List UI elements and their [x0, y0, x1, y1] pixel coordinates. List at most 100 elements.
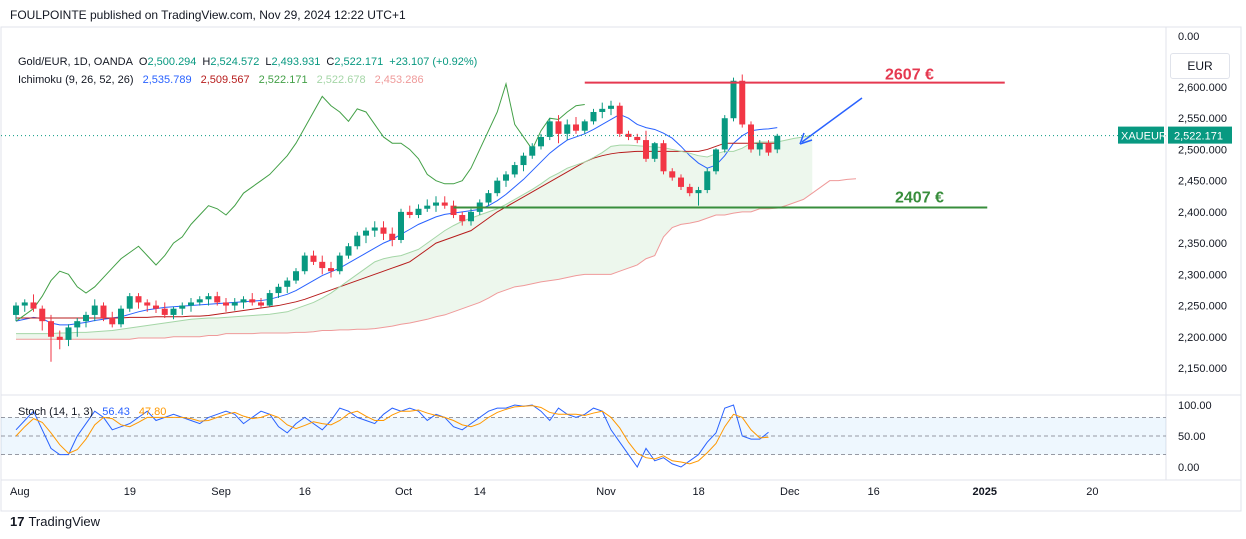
candle-body — [266, 293, 273, 306]
candle-body — [389, 233, 396, 240]
candle-body — [109, 318, 116, 325]
stoch-k-line — [15, 404, 769, 468]
candle-body — [223, 302, 229, 306]
time-tick-label: Dec — [780, 486, 800, 498]
currency-selector[interactable]: EUR — [1170, 53, 1230, 79]
candle-body — [301, 255, 308, 272]
price-tick-label: 2,300.000 — [1178, 269, 1227, 281]
time-tick-label: 18 — [693, 486, 705, 498]
candle-body — [616, 105, 623, 134]
candle-body — [135, 296, 142, 303]
candle-body — [748, 124, 754, 150]
price-tick-label: 2,600.000 — [1178, 82, 1227, 94]
candle-body — [188, 302, 194, 306]
candle-body — [406, 211, 413, 216]
candle-body — [520, 155, 527, 166]
candle-body — [441, 202, 448, 206]
candle-body — [450, 205, 457, 216]
resistance-label: 2607 € — [885, 67, 934, 84]
candle-body — [730, 80, 737, 119]
candle-body — [100, 305, 107, 319]
ichimoku-name: Ichimoku (9, 26, 52, 26) — [18, 74, 134, 86]
ichimoku-span-a-value: 2,522.678 — [316, 74, 366, 86]
time-tick-label: 16 — [299, 486, 311, 498]
candle-body — [126, 296, 133, 309]
candle-body — [13, 305, 19, 315]
ichimoku-cloud — [16, 135, 813, 340]
series-lagging-line — [15, 81, 585, 322]
candle-body — [415, 208, 422, 216]
candle-body — [424, 205, 431, 209]
candle-body — [503, 174, 509, 181]
candle-body — [564, 124, 571, 134]
price-change: +23.107 (+0.92%) — [389, 56, 478, 68]
candle-body — [231, 302, 238, 306]
candle-body — [721, 118, 728, 150]
ichimoku-conversion-value: 2,535.789 — [142, 74, 192, 86]
publication-header: FOULPOINTE published on TradingView.com,… — [10, 8, 406, 22]
candle-body — [538, 136, 544, 147]
candle-body — [21, 302, 28, 306]
candle-body — [275, 286, 282, 294]
stoch-tick-label: 100.00 — [1178, 400, 1212, 412]
candle-body — [713, 149, 719, 172]
candle-body — [511, 165, 518, 175]
price-tick-label: 2,450.000 — [1178, 176, 1227, 188]
support-label: 2407 € — [895, 190, 944, 207]
tv-wordmark: TradingView — [28, 514, 101, 529]
candle-body — [144, 302, 151, 306]
stoch-tick-label: 0.00 — [1178, 462, 1199, 474]
candle-body — [118, 308, 124, 325]
candle-body — [240, 299, 247, 303]
series-conversion-line — [15, 113, 778, 326]
price-tick-label: 0.00 — [1178, 31, 1199, 43]
candle-body — [634, 136, 641, 141]
tv-mark-icon: 17 — [10, 514, 25, 529]
candle-body — [65, 327, 72, 340]
symbol-tag — [1118, 126, 1164, 144]
candle-body — [170, 308, 177, 315]
candle-body — [293, 271, 299, 281]
time-tick-label: 19 — [124, 486, 136, 498]
candle-body — [354, 235, 361, 247]
stoch-d-line — [15, 405, 769, 465]
candle-body — [669, 171, 676, 178]
candle-body — [739, 80, 746, 125]
candle-body — [704, 171, 711, 191]
candle-body — [196, 299, 203, 303]
stoch-d-value: 47.80 — [138, 406, 167, 418]
ohlc-open: O2,500.294 — [138, 56, 197, 68]
candle-body — [39, 308, 46, 322]
symbol-tag-label: XAUEUR — [1121, 131, 1167, 143]
candle-body — [756, 143, 763, 150]
ichimoku-legend: Ichimoku (9, 26, 52, 26) 2,535.789 2,509… — [18, 74, 430, 86]
stoch-name: Stoch (14, 1, 3) — [18, 406, 94, 418]
candle-body — [643, 140, 649, 159]
candle-body — [214, 296, 221, 303]
candle-body — [660, 143, 667, 172]
candle-body — [765, 143, 772, 153]
price-tick-label: 2,200.000 — [1178, 332, 1227, 344]
ohlc-low: L2,493.931 — [265, 56, 321, 68]
candle-body — [485, 193, 492, 203]
candle-body — [581, 121, 588, 131]
price-tick-label: 2,250.000 — [1178, 301, 1227, 313]
candle-body — [345, 246, 352, 256]
price-tick-label: 2,400.000 — [1178, 207, 1227, 219]
arrow-annotation-line — [801, 97, 863, 143]
candle-body — [371, 227, 378, 231]
series-base-line — [16, 142, 778, 319]
main-pane: 2607 € 2407 € XAUEUR 2,522.171 — [1, 67, 1232, 362]
candle-body — [319, 261, 326, 269]
ichimoku-span-b-value: 2,453.286 — [374, 74, 424, 86]
candle-body — [380, 227, 387, 234]
time-tick-label: 20 — [1086, 486, 1098, 498]
time-tick-label: 2025 — [973, 486, 997, 498]
candle-body — [161, 308, 168, 315]
candle-body — [546, 121, 553, 137]
candle-body — [363, 230, 369, 236]
candle-body — [695, 190, 702, 194]
symbol-label: Gold/EUR, 1D, OANDA — [18, 56, 133, 68]
ohlc-high: H2,524.572 — [202, 56, 260, 68]
